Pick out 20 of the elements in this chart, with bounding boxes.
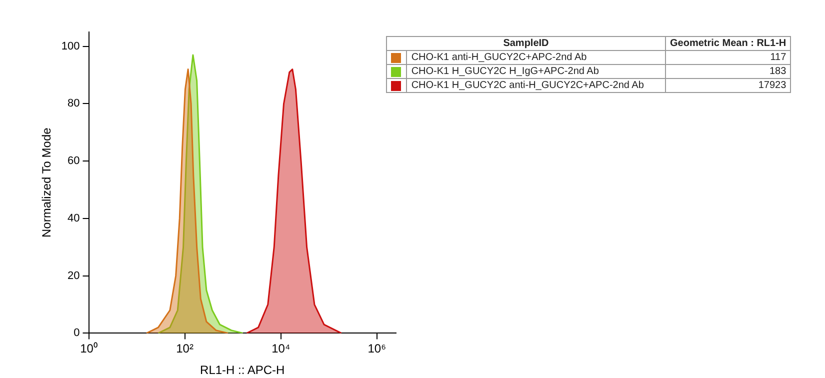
text: 17923 [666, 78, 791, 92]
y-tick-label: 20 [68, 270, 80, 282]
text: Geometric Mean : RL1-H [666, 36, 791, 50]
y-tick-label: 40 [68, 212, 80, 224]
x-axis-title: RL1-H :: APC-H [200, 363, 285, 378]
x-tick-label: 10² [176, 342, 194, 356]
legend-label: CHO-K1 H_GUCY2C H_IgG+APC-2nd Ab [406, 64, 666, 78]
y-tick-label: 60 [68, 155, 80, 168]
x-tick-label: 10⁴ [272, 342, 290, 356]
x-tick-label: 10⁶ [368, 342, 386, 356]
text: 117 [666, 50, 791, 64]
y-tick-label: 0 [74, 327, 80, 340]
y-tick-label: 80 [68, 98, 80, 110]
y-axis-title: Normalized To Mode [40, 127, 54, 238]
legend-label: CHO-K1 H_GUCY2C anti-H_GUCY2C+APC-2nd Ab [406, 78, 666, 92]
legend-title: SampleID [386, 36, 666, 50]
text: 183 [666, 64, 791, 78]
y-tick-label: 100 [61, 40, 80, 52]
legend-label: CHO-K1 anti-H_GUCY2C+APC-2nd Ab [406, 50, 666, 64]
x-tick-label: 10⁰ [80, 342, 98, 356]
